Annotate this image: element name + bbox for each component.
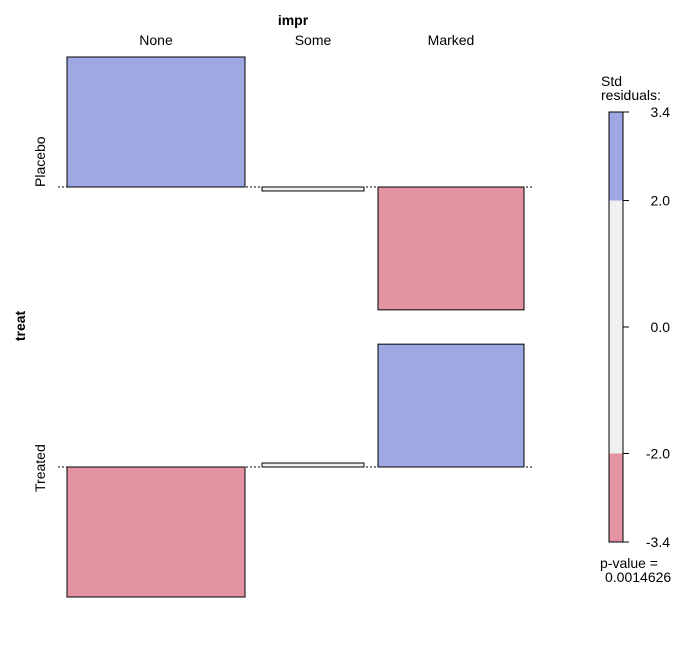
cell-placebo-some [261, 186, 365, 192]
legend-title-line2: residuals: [601, 87, 661, 103]
p-value-label: p-value = [600, 555, 658, 571]
legend-tick-label: 3.4 [651, 104, 671, 120]
p-value: 0.0014626 [605, 569, 671, 585]
legend-ticks: 3.4 2.0 0.0 -2.0 -3.4 [623, 104, 670, 550]
row-label-placebo: Placebo [32, 136, 48, 187]
column-label-none: None [139, 32, 173, 48]
legend-tick-label: -2.0 [646, 445, 670, 461]
legend-title-line1: Std [601, 73, 622, 89]
legend-band-positive [609, 112, 623, 201]
cell-placebo-none [66, 56, 246, 188]
legend-tick-label: 2.0 [651, 193, 671, 209]
legend-tick-label: -3.4 [646, 534, 670, 550]
legend-tick-label: 0.0 [651, 319, 671, 335]
legend-band-negative [609, 453, 623, 542]
column-variable-title: impr [278, 12, 309, 28]
row-label-treated: Treated [32, 444, 48, 492]
column-label-marked: Marked [428, 32, 475, 48]
cell-treated-marked [377, 343, 525, 468]
column-label-some: Some [295, 32, 332, 48]
row-variable-title: treat [12, 310, 28, 341]
cell-placebo-marked [377, 186, 525, 311]
cell-treated-some [261, 462, 365, 468]
cell-treated-none [66, 466, 246, 598]
legend-band-neutral [609, 200, 623, 454]
